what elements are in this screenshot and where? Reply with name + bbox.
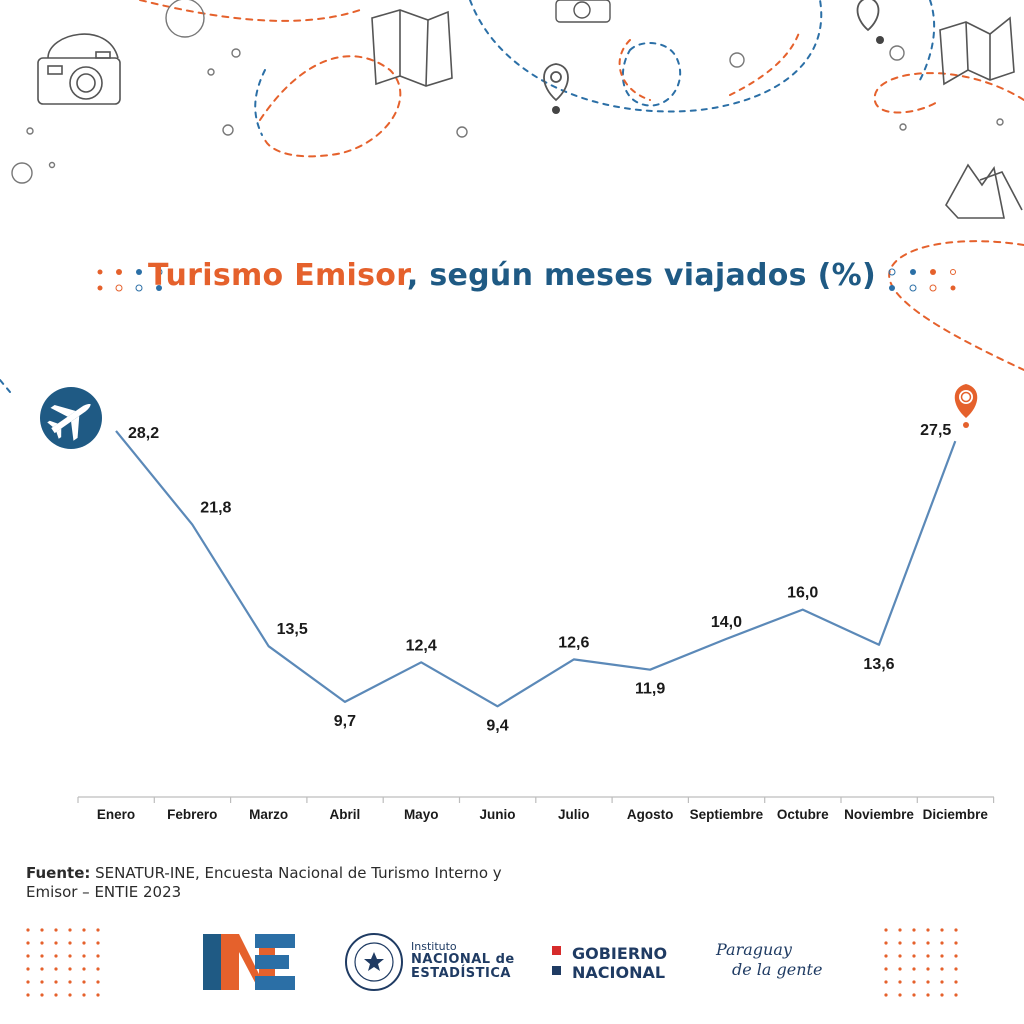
series-line (115, 430, 957, 708)
data-label-junio: 9,4 (486, 717, 508, 734)
x-tick-label-septiembre: Septiembre (690, 807, 764, 822)
ine-small-label: Instituto (411, 940, 457, 953)
x-tick-label-noviembre: Noviembre (844, 807, 914, 822)
data-label-septiembre: 14,0 (711, 614, 742, 631)
pdlg-line2: de la gente (732, 960, 823, 979)
data-label-octubre: 16,0 (787, 585, 818, 602)
ine-logo (203, 934, 295, 990)
x-tick-label-octubre: Octubre (777, 807, 829, 822)
x-tick-label-abril: Abril (330, 807, 361, 822)
x-tick-label-febrero: Febrero (167, 807, 217, 822)
x-tick-label-marzo: Marzo (249, 807, 288, 822)
gobierno-nacional-logo: GOBIERNO NACIONAL (572, 944, 667, 982)
data-label-agosto: 11,9 (635, 681, 665, 698)
data-label-mayo: 12,4 (406, 637, 437, 654)
data-label-marzo: 13,5 (277, 621, 308, 638)
ine-line2: ESTADÍSTICA (411, 966, 511, 981)
location-pin-icon (954, 384, 978, 428)
chart-title: Turismo Emisor, según meses viajados (%) (0, 258, 1024, 293)
x-tick-label-julio: Julio (558, 807, 590, 822)
source-text: SENATUR-INE, Encuesta Nacional de Turism… (26, 864, 502, 901)
gob-line1: GOBIERNO (572, 944, 668, 963)
data-label-abril: 9,7 (334, 713, 356, 730)
chart-title-rest: , según meses viajados (%) (406, 258, 876, 293)
gob-line2: NACIONAL (572, 963, 666, 982)
data-label-julio: 12,6 (558, 634, 589, 651)
paraguay-de-la-gente-logo: Paraguay de la gente (716, 940, 822, 980)
pdlg-line1: Paraguay (716, 940, 792, 959)
footer-logos (203, 933, 561, 991)
data-label-febrero: 21,8 (200, 500, 231, 517)
chart-title-highlight: Turismo Emisor (148, 258, 407, 293)
x-tick-label-enero: Enero (97, 807, 135, 822)
x-tick-label-junio: Junio (480, 807, 516, 822)
x-tick-label-diciembre: Diciembre (923, 807, 989, 822)
gobierno-flag-icon (552, 946, 561, 975)
x-tick-label-mayo: Mayo (404, 807, 439, 822)
source-label: Fuente: (26, 864, 91, 882)
ine-name: Instituto NACIONAL de ESTADÍSTICA (411, 940, 515, 981)
ine-line1: NACIONAL de (411, 952, 515, 967)
seal-icon (345, 933, 403, 991)
line-chart: 28,2 21,8 13,5 9,7 12,4 9,4 12,6 11,9 14,0 16,0 13… (40, 384, 995, 822)
airplane-icon (40, 387, 102, 449)
data-label-noviembre: 13,6 (863, 656, 894, 673)
x-tick-label-agosto: Agosto (627, 807, 674, 822)
data-label-diciembre: 27,5 (920, 422, 951, 439)
source-note: Fuente: SENATUR-INE, Encuesta Nacional d… (26, 864, 526, 902)
data-label-enero: 28,2 (128, 425, 159, 442)
